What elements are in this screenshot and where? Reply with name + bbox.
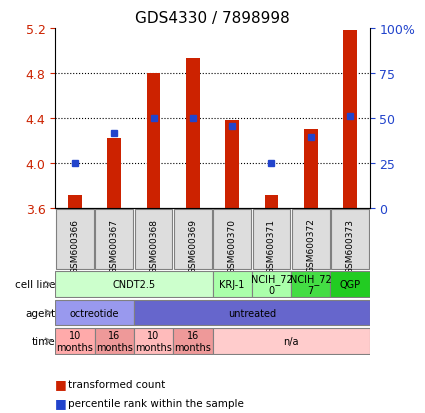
FancyBboxPatch shape	[292, 210, 330, 269]
Text: octreotide: octreotide	[70, 308, 119, 318]
Text: transformed count: transformed count	[68, 379, 165, 389]
Bar	[343, 31, 357, 209]
Text: KRJ-1: KRJ-1	[219, 280, 245, 290]
Text: time: time	[31, 336, 55, 346]
Text: QGP: QGP	[340, 280, 361, 290]
FancyBboxPatch shape	[331, 210, 369, 269]
FancyBboxPatch shape	[213, 210, 251, 269]
Text: GSM600369: GSM600369	[188, 218, 197, 273]
Text: 10
months: 10 months	[135, 330, 172, 352]
FancyBboxPatch shape	[331, 272, 370, 297]
FancyBboxPatch shape	[291, 272, 331, 297]
Bar	[265, 195, 278, 209]
FancyBboxPatch shape	[252, 210, 290, 269]
Text: untreated: untreated	[228, 308, 276, 318]
Text: 16
months: 16 months	[174, 330, 211, 352]
Text: GSM600373: GSM600373	[346, 218, 354, 273]
Text: 10
months: 10 months	[57, 330, 94, 352]
Bar	[108, 139, 121, 209]
FancyBboxPatch shape	[173, 328, 212, 354]
FancyBboxPatch shape	[55, 272, 212, 297]
Text: GSM600368: GSM600368	[149, 218, 158, 273]
Text: NCIH_72
0: NCIH_72 0	[251, 273, 292, 296]
Text: ■: ■	[55, 396, 67, 409]
FancyBboxPatch shape	[212, 328, 370, 354]
FancyBboxPatch shape	[174, 210, 212, 269]
Text: cell line: cell line	[15, 280, 55, 290]
Text: GSM600371: GSM600371	[267, 218, 276, 273]
Bar	[186, 59, 200, 209]
Text: 16
months: 16 months	[96, 330, 133, 352]
Text: CNDT2.5: CNDT2.5	[112, 280, 156, 290]
Text: GSM600366: GSM600366	[71, 218, 79, 273]
FancyBboxPatch shape	[135, 210, 173, 269]
Bar	[304, 130, 317, 209]
Text: GSM600372: GSM600372	[306, 218, 315, 273]
Text: ■: ■	[55, 377, 67, 391]
Text: n/a: n/a	[283, 336, 299, 346]
FancyBboxPatch shape	[134, 300, 370, 325]
Text: GSM600367: GSM600367	[110, 218, 119, 273]
Bar	[147, 74, 160, 209]
Title: GDS4330 / 7898998: GDS4330 / 7898998	[135, 12, 290, 26]
Text: agent: agent	[25, 308, 55, 318]
Text: percentile rank within the sample: percentile rank within the sample	[68, 398, 244, 408]
FancyBboxPatch shape	[55, 328, 94, 354]
FancyBboxPatch shape	[134, 328, 173, 354]
FancyBboxPatch shape	[94, 328, 134, 354]
Text: GSM600370: GSM600370	[228, 218, 237, 273]
Text: NCIH_72
7: NCIH_72 7	[290, 273, 332, 296]
FancyBboxPatch shape	[56, 210, 94, 269]
FancyBboxPatch shape	[55, 300, 134, 325]
FancyBboxPatch shape	[252, 272, 291, 297]
FancyBboxPatch shape	[95, 210, 133, 269]
FancyBboxPatch shape	[212, 272, 252, 297]
Bar	[68, 195, 82, 209]
Bar	[225, 121, 239, 209]
